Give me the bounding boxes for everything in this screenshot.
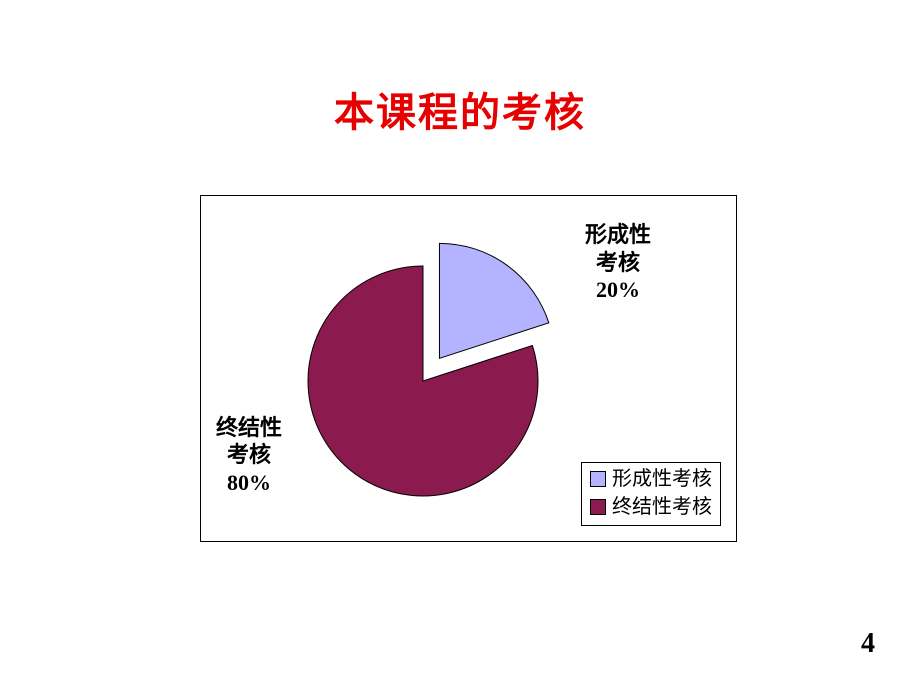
pie-slice-formative [439, 243, 548, 358]
legend-item-summative: 终结性考核 [590, 493, 712, 521]
slide: 本课程的考核 形成性 考核 20% 终结性 考核 80% [0, 0, 920, 690]
pie-label-summative-pct: 80% [216, 469, 282, 497]
pie-label-formative-line2: 考核 [596, 250, 640, 275]
pie-label-formative: 形成性 考核 20% [585, 221, 651, 304]
legend-text-summative: 终结性考核 [612, 493, 712, 521]
pie-label-summative: 终结性 考核 80% [216, 414, 282, 497]
legend-text-formative: 形成性考核 [612, 465, 712, 493]
legend: 形成性考核 终结性考核 [581, 462, 721, 526]
pie-label-formative-pct: 20% [585, 276, 651, 304]
page-number: 4 [861, 628, 875, 660]
legend-item-formative: 形成性考核 [590, 465, 712, 493]
pie-label-summative-line2: 考核 [227, 442, 271, 467]
legend-swatch-summative [590, 499, 606, 515]
legend-swatch-formative [590, 471, 606, 487]
slide-title: 本课程的考核 [0, 80, 920, 138]
pie-label-summative-line1: 终结性 [216, 415, 282, 440]
pie-label-formative-line1: 形成性 [585, 222, 651, 247]
pie-chart-frame: 形成性 考核 20% 终结性 考核 80% 形成性考核 终结性考核 [200, 195, 737, 542]
pie-slice-formative-path [439, 243, 548, 358]
